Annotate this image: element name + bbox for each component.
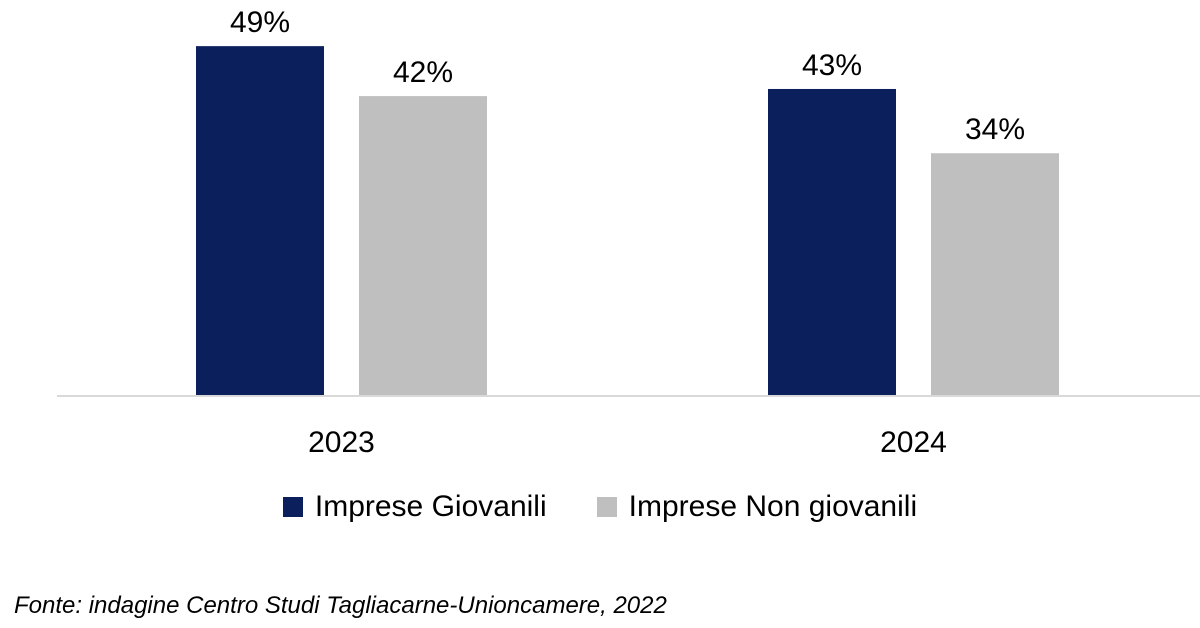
data-label-2023-imprese-giovanili: 49% bbox=[230, 6, 290, 39]
bar-2023-imprese-non-giovanili bbox=[359, 96, 487, 397]
legend-item-imprese-giovanili: Imprese Giovanili bbox=[282, 490, 547, 524]
x-tick-label-2023: 2023 bbox=[308, 426, 375, 459]
bar-2024-imprese-giovanili bbox=[768, 88, 896, 396]
source-note: Fonte: indagine Centro Studi Tagliacarne… bbox=[14, 592, 667, 619]
legend: Imprese Giovanili Imprese Non giovanili bbox=[0, 490, 1200, 524]
bar-chart: 49% 42% 43% 34% 2023 2024 bbox=[57, 6, 1200, 459]
data-label-2024-imprese-giovanili: 43% bbox=[802, 49, 862, 82]
legend-label-imprese-non-giovanili: Imprese Non giovanili bbox=[628, 490, 918, 523]
x-tick-labels-group: 2023 2024 bbox=[308, 426, 947, 459]
data-label-2023-imprese-non-giovanili: 42% bbox=[393, 56, 453, 89]
value-labels-group: 49% 42% 43% 34% bbox=[230, 6, 1025, 146]
data-label-2024-imprese-non-giovanili: 34% bbox=[965, 113, 1025, 146]
bar-2023-imprese-giovanili bbox=[196, 46, 324, 396]
legend-swatch-imprese-giovanili bbox=[282, 497, 303, 517]
legend-item-imprese-non-giovanili: Imprese Non giovanili bbox=[596, 490, 918, 524]
bars-group bbox=[196, 46, 1059, 397]
legend-swatch-imprese-non-giovanili bbox=[596, 497, 617, 517]
bar-2024-imprese-non-giovanili bbox=[931, 153, 1059, 396]
x-tick-label-2024: 2024 bbox=[880, 426, 947, 459]
legend-label-imprese-giovanili: Imprese Giovanili bbox=[314, 490, 547, 523]
